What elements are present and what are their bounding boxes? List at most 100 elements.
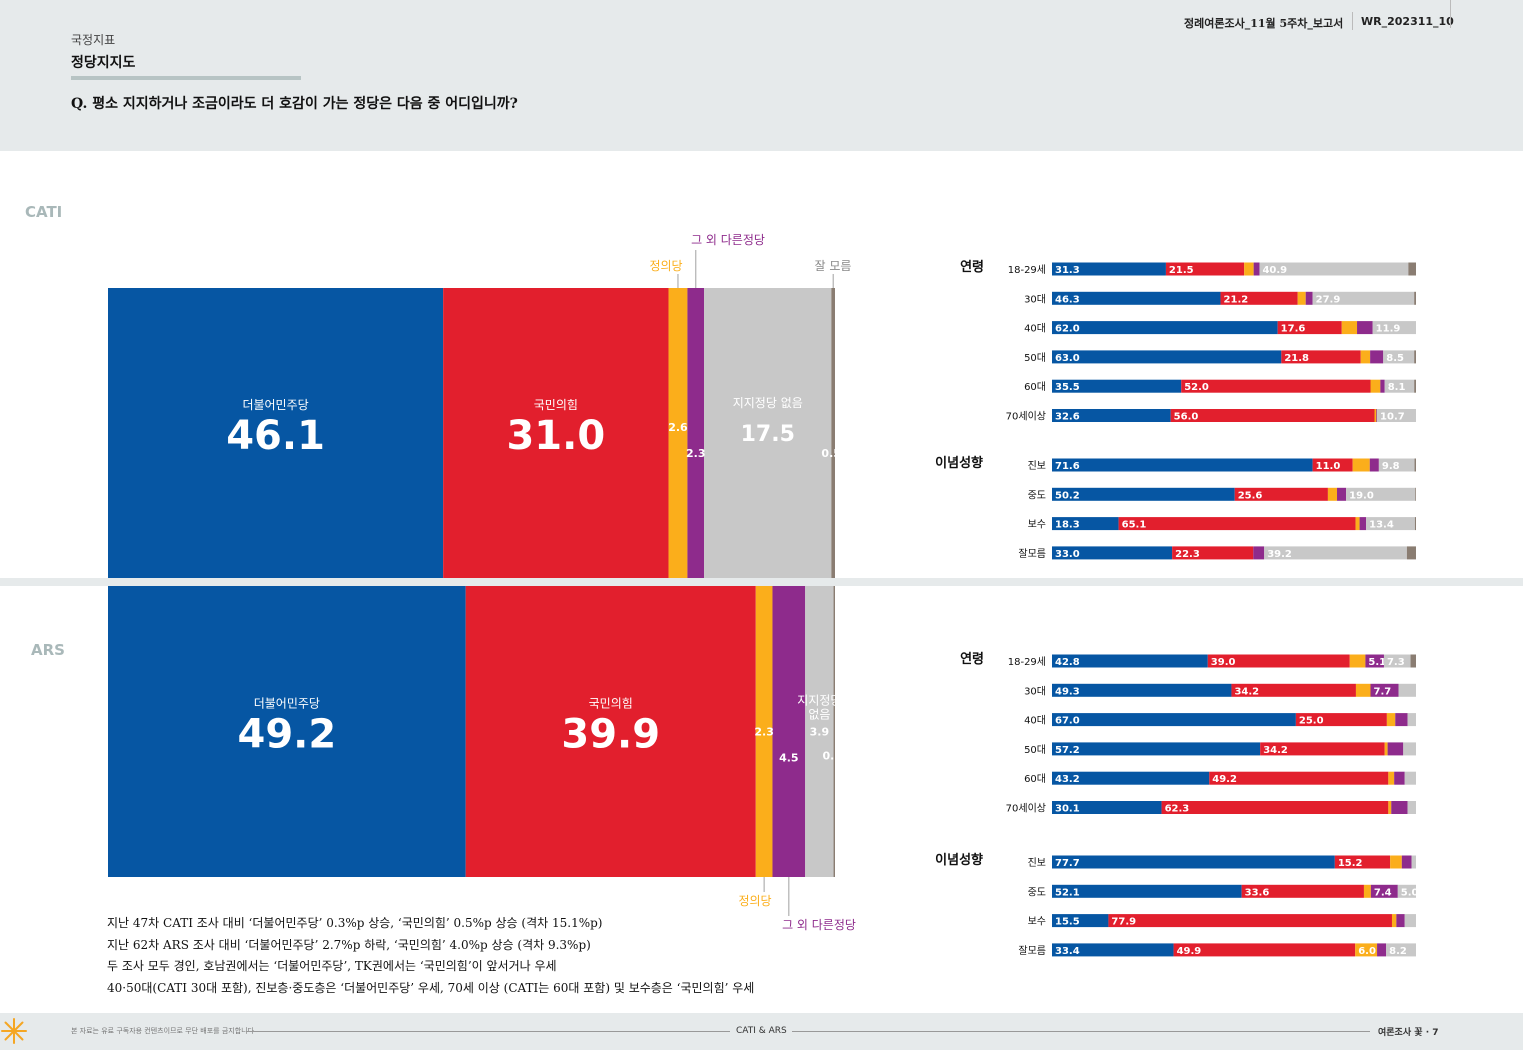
- outside-label: 정의당: [738, 894, 771, 908]
- segment-value-label: 0.5: [821, 447, 841, 460]
- footer-disclaimer: 본 자료는 유료 구독자용 컨텐츠이므로 무단 배포를 금지합니다: [71, 1027, 255, 1035]
- footer-brand: 여론조사 꽃: [1378, 1028, 1423, 1038]
- segment-value-label: 49.2: [237, 712, 336, 758]
- small-bar-segment: [1181, 379, 1371, 393]
- segment-value-label: 2.3: [686, 447, 706, 460]
- small-bar-segment: [1378, 458, 1415, 472]
- small-bar-segment: [1414, 379, 1416, 393]
- small-bar-value: 40.9: [1262, 265, 1287, 276]
- segment-name-label: 국민의힘: [534, 398, 578, 412]
- small-bar-segment: [1414, 458, 1416, 472]
- small-bar-segment: [1052, 409, 1171, 422]
- small-bar-value: 6.0: [1358, 946, 1376, 957]
- small-bar-value: 25.6: [1238, 490, 1263, 501]
- small-bar-value: 7.4: [1374, 887, 1392, 898]
- small-bar-value: 49.2: [1212, 774, 1237, 785]
- row-label: 잘모름: [1018, 548, 1046, 560]
- small-bar-segment: [1386, 713, 1396, 727]
- footer-rule-left: [246, 1031, 730, 1032]
- small-bar-segment: [1052, 884, 1242, 898]
- small-bar-segment: [1414, 517, 1416, 531]
- small-bar-segment: [1370, 350, 1384, 364]
- small-bar-segment: [1397, 884, 1416, 898]
- row-label: 18-29세: [1008, 264, 1046, 276]
- bar-segment-정의당: [755, 586, 773, 877]
- footer-page-number: 7: [1432, 1028, 1439, 1038]
- row-label: 60대: [1024, 773, 1046, 785]
- small-bar-segment: [1410, 654, 1416, 668]
- small-bar-value: 10.7: [1380, 412, 1405, 423]
- survey-question: Q. 평소 지지하거나 조금이라도 더 호감이 가는 정당은 다음 중 어디입니…: [71, 96, 518, 112]
- small-bar-segment: [1414, 291, 1416, 305]
- small-bar-value: 8.2: [1389, 946, 1407, 957]
- outside-label: 정의당: [649, 259, 682, 273]
- group-title: 이념성향: [935, 455, 983, 471]
- small-bar-segment: [1052, 517, 1119, 531]
- small-bar-value: 57.2: [1055, 745, 1080, 756]
- small-bar-value: 11.9: [1376, 324, 1401, 335]
- small-bar-value: 25.0: [1299, 716, 1324, 727]
- summary-note: 40·50대(CATI 30대 포함), 진보층·중도층은 ‘더불어민주당’ 우…: [107, 980, 755, 995]
- ars-section-label: ARS: [31, 641, 65, 659]
- footer-rule-right: [792, 1031, 1370, 1032]
- row-label: 30대: [1024, 293, 1046, 305]
- segment-name-label: 더불어민주당: [254, 697, 320, 711]
- small-bar-segment: [1390, 855, 1402, 869]
- small-bar-segment: [1312, 458, 1353, 472]
- segment-name-label: 지지정당 없음: [733, 396, 803, 410]
- small-bar-segment: [1108, 914, 1392, 928]
- small-bar-value: 56.0: [1174, 412, 1199, 423]
- small-bar-segment: [1394, 771, 1405, 785]
- small-bar-segment: [1161, 801, 1389, 814]
- small-bar-value: 7.3: [1387, 657, 1405, 668]
- summary-note: 지난 62차 ARS 조사 대비 ‘더불어민주당’ 2.7%p 하락, ‘국민의…: [107, 937, 591, 952]
- small-bar-segment: [1370, 884, 1398, 898]
- segment-value-label: 3.9: [810, 726, 830, 739]
- segment-value-label: 4.5: [779, 752, 799, 765]
- small-bar-segment: [1170, 409, 1375, 422]
- small-bar-value: 49.3: [1055, 686, 1080, 697]
- row-label: 보수: [1028, 519, 1046, 531]
- small-bar-value: 33.4: [1055, 946, 1080, 957]
- row-label: 중도: [1028, 886, 1046, 898]
- small-bar-value: 43.2: [1055, 774, 1080, 785]
- small-bar-segment: [1295, 713, 1387, 727]
- small-bar-segment: [1346, 487, 1416, 501]
- small-bar-segment: [1365, 654, 1384, 668]
- small-bar-segment: [1052, 458, 1313, 472]
- bar-segment-정의당: [668, 288, 688, 578]
- small-bar-segment: [1411, 855, 1416, 869]
- small-bar-segment: [1052, 379, 1182, 393]
- small-bar-value: 32.6: [1055, 412, 1080, 423]
- summary-note: 두 조사 모두 경인, 호남권에서는 ‘더불어민주당’, TK권에서는 ‘국민의…: [107, 959, 557, 973]
- small-bar-segment: [1407, 713, 1416, 727]
- outside-label: 그 외 다른정당: [782, 918, 856, 932]
- small-bar-segment: [1387, 742, 1404, 756]
- bar-segment-국민의힘: [465, 586, 756, 877]
- small-bar-segment: [1220, 291, 1298, 305]
- small-bar-value: 65.1: [1122, 520, 1147, 531]
- row-label: 70세이상: [1006, 803, 1046, 815]
- small-bar-segment: [1370, 379, 1381, 393]
- row-label: 70세이상: [1006, 411, 1046, 423]
- small-bar-segment: [1281, 350, 1361, 364]
- outside-label: 잘 모름: [815, 259, 852, 273]
- section-divider: [0, 578, 1523, 586]
- small-bar-value: 9.8: [1382, 461, 1400, 472]
- small-bar-segment: [1380, 379, 1385, 393]
- small-bar-segment: [1401, 855, 1412, 869]
- group-title: 이념성향: [935, 852, 983, 868]
- small-bar-segment: [1244, 262, 1254, 276]
- small-bar-segment: [1305, 291, 1313, 305]
- small-bar-segment: [1172, 546, 1254, 560]
- group-title: 연령: [960, 652, 984, 667]
- small-bar-segment: [1241, 884, 1364, 898]
- row-label: 18-29세: [1008, 656, 1046, 668]
- small-bar-value: 30.1: [1055, 804, 1080, 815]
- segment-value-label: 46.1: [226, 413, 325, 459]
- row-label: 40대: [1024, 715, 1046, 727]
- small-bar-segment: [1052, 683, 1232, 697]
- footer-page: 여론조사 꽃 · 7: [1378, 1025, 1439, 1038]
- small-bar-value: 49.9: [1177, 946, 1202, 957]
- small-bar-value: 52.0: [1184, 382, 1209, 393]
